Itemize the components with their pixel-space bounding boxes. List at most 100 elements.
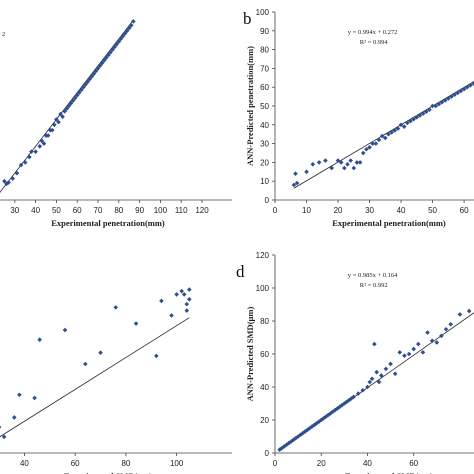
panel-a-data-point — [54, 117, 59, 122]
panel-d-y-tick-label: 80 — [260, 317, 269, 326]
panel-a-x-axis-title: Experimental penetration(mm) — [51, 218, 165, 228]
panel-a-data-point — [91, 71, 97, 77]
panel-b-data-point — [348, 158, 353, 163]
panel-d-data-point — [388, 361, 393, 367]
panel-d-data-point — [302, 429, 308, 434]
panel-b-y-tick-label: 30 — [260, 140, 269, 149]
panel-b-data-point — [329, 165, 335, 171]
panel-d-y-tick-label: 60 — [260, 350, 269, 359]
panel-b-data-point — [357, 160, 363, 165]
panel-d-x-tick-label: 60 — [409, 459, 418, 468]
panel-a-data-point — [49, 127, 55, 133]
panel-d-data-point — [348, 396, 354, 401]
panel-b-data-point — [351, 165, 357, 171]
panel-a-data-point — [93, 68, 99, 74]
panel-d-data-point — [397, 350, 403, 355]
panel-b-data-point — [452, 92, 457, 98]
panel-a-data-point — [131, 19, 136, 24]
panel-b-data-point — [364, 146, 369, 152]
panel-d-data-point — [367, 379, 373, 385]
panel-b-data-point — [439, 99, 445, 105]
panel-a-data-point — [52, 122, 57, 128]
panel-a-data-point — [41, 141, 47, 146]
panel-a-x-tick-label: 70 — [94, 206, 103, 215]
panel-d-y-tick-label: 40 — [260, 383, 269, 392]
panel-b-data-point — [379, 133, 385, 139]
panel-c-chart: 40 60 80 100 Experimental SMD(µm) — [0, 287, 232, 474]
panel-c-data-point — [174, 292, 179, 297]
panel-a-data-point — [81, 84, 86, 90]
panel-b-letter: b — [243, 9, 252, 28]
panel-b-data-point — [383, 135, 388, 141]
panel-c-data-point — [83, 361, 88, 367]
panel-a-data-point — [110, 47, 115, 52]
panel-d-data-point — [325, 412, 331, 418]
panel-c-data-point — [1, 434, 7, 440]
panel-a-data-point — [112, 44, 117, 50]
panel-a-data-point — [14, 170, 20, 176]
panel-b-data-point — [345, 161, 350, 167]
panel-b-x-tick-label: 30 — [365, 206, 374, 215]
panel-a-data-point — [62, 109, 68, 114]
panel-a-data-point — [22, 160, 28, 165]
panel-b-data-point — [468, 83, 473, 88]
panel-b-data-point — [398, 122, 404, 128]
panel-c-data-point — [113, 305, 119, 310]
panel-d-data-point — [293, 435, 299, 441]
panel-b-data-point — [423, 109, 429, 114]
panel-d-data-point — [457, 312, 463, 317]
panel-a-data-point — [58, 111, 63, 117]
panel-b-data-point — [360, 150, 366, 156]
panel-a-data-point — [122, 31, 128, 36]
panel-b-y-tick-label: 60 — [260, 83, 269, 92]
panel-d-data-point — [402, 353, 407, 358]
panel-b-data-point — [376, 137, 382, 143]
panel-d-data-point — [355, 391, 361, 396]
panel-a-data-point — [18, 162, 24, 168]
panel-b-data-point — [354, 160, 360, 165]
panel-b-data-point — [294, 180, 300, 186]
panel-d-data-point — [448, 322, 453, 327]
panel-d-data-point — [360, 388, 366, 393]
panel-a-data-point — [101, 58, 107, 63]
panel-d-data-point — [425, 330, 430, 335]
panel-b-data-point — [316, 160, 322, 165]
panel-b-data-point — [373, 141, 379, 146]
panel-c-x-tick-label: 60 — [71, 459, 80, 468]
panel-b-data-point — [408, 118, 413, 124]
panel-b-data-point — [342, 165, 347, 171]
panel-b-data-point — [449, 94, 454, 99]
panel-b-y-tick-label: 10 — [260, 177, 269, 186]
panel-a-data-point — [68, 101, 74, 106]
panel-a-data-point — [74, 92, 80, 98]
panel-a-x-tick-label: 120 — [195, 206, 209, 215]
panel-a-x-tick-label: 100 — [154, 206, 168, 215]
panel-a-data-point — [85, 79, 90, 85]
panel-b-data-point — [291, 182, 297, 188]
panel-a-data-point — [97, 63, 103, 69]
panel-a-data-point — [37, 143, 43, 149]
panel-a-data-point — [76, 90, 82, 95]
panel-b-data-point — [455, 90, 461, 96]
panel-d-x-tick-label: 0 — [273, 459, 278, 468]
panel-d-data-point — [330, 409, 336, 415]
panel-a-data-point — [33, 149, 38, 154]
panel-d-data-point — [372, 341, 377, 347]
panel-d-equation: y = 0.985x + 0.164 — [348, 272, 398, 279]
panel-b-data-point — [310, 161, 316, 167]
panel-a-data-point — [118, 36, 124, 42]
panel-a-data-point — [70, 98, 76, 103]
panel-b-y-tick-label: 40 — [260, 121, 269, 130]
panel-b-data-point — [367, 145, 372, 150]
panel-b-data-point — [389, 130, 394, 135]
panel-a-r-squared-fragment: 2 — [2, 31, 5, 38]
panel-d-data-point — [309, 424, 315, 429]
panel-d-data-point — [376, 379, 382, 385]
panel-c-data-point — [154, 353, 159, 359]
panel-c-data-point — [184, 308, 190, 313]
panel-c-data-point — [159, 298, 164, 304]
panel-d-data-point — [434, 340, 440, 345]
panel-a-x-tick-label: 30 — [10, 206, 19, 215]
panel-b-data-point — [411, 116, 416, 122]
panel-b-x-axis-title: Experimental penetration(mm) — [332, 218, 446, 228]
